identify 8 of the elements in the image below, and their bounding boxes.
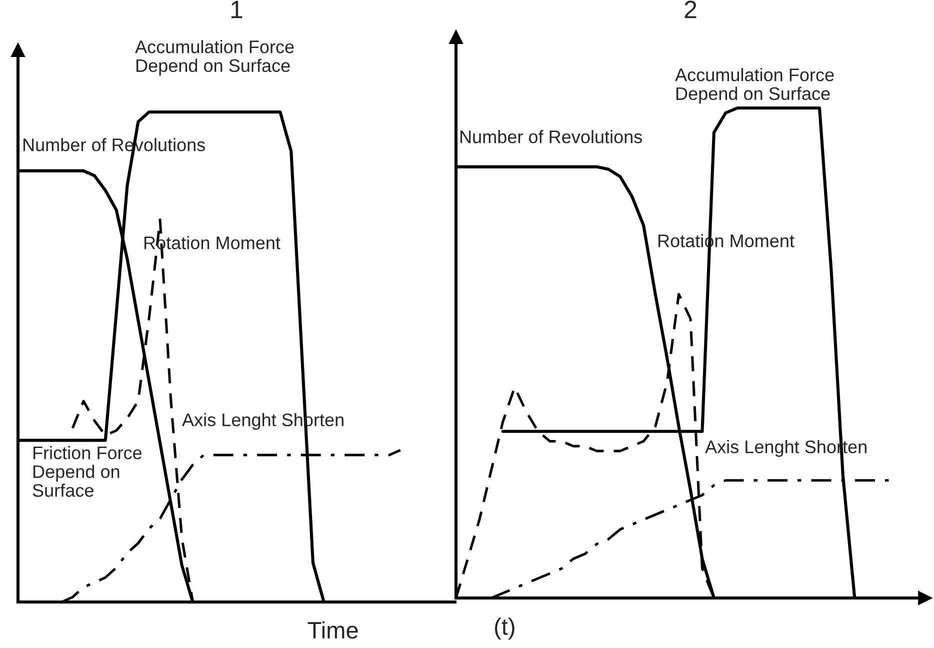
text: Accumulation Force Depend on Surface [675, 68, 834, 104]
chart-title: 2 [684, 0, 696, 18]
annotation: Friction Force Depend on Surface [32, 446, 142, 497]
chart-title: 1 [231, 0, 242, 18]
annotation: Number of Revolutions [460, 130, 642, 144]
x-axis-title: (t) [494, 618, 514, 640]
text: Accumulation Force Depend on Surface [135, 40, 294, 76]
x-axis-title: Time [308, 621, 358, 639]
